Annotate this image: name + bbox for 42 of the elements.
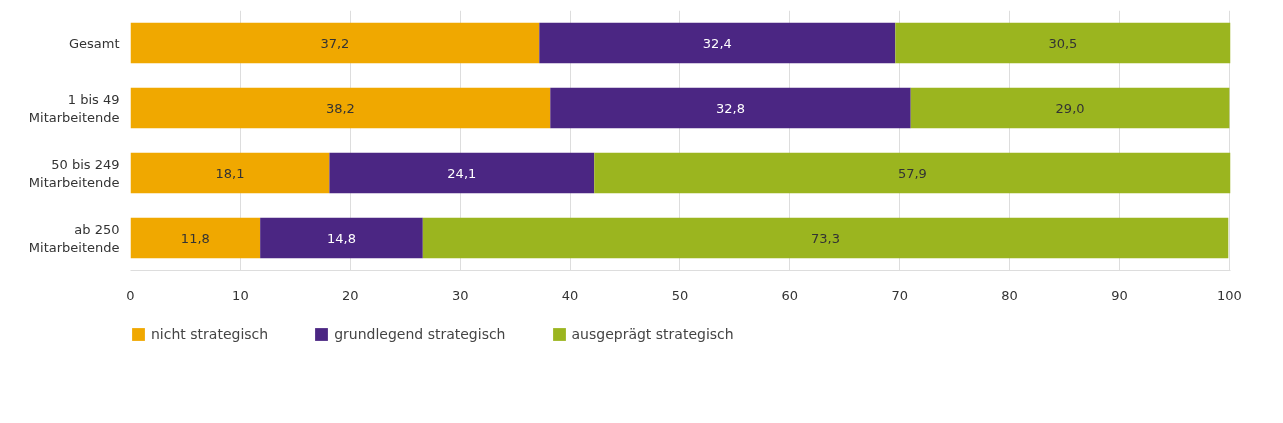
data-label: 14,8 <box>327 230 356 246</box>
x-tick-label: 90 <box>1111 287 1128 303</box>
y-tick-label: 50 bis 249 Mitarbeitende <box>28 156 120 190</box>
legend-label: nicht strategisch <box>151 326 269 342</box>
bar <box>539 22 896 64</box>
bar <box>895 22 1231 64</box>
bar <box>550 87 911 129</box>
bar <box>329 152 595 194</box>
y-tick-label: Gesamt <box>68 35 120 51</box>
data-label: 37,2 <box>320 35 350 51</box>
y-tick-label: ab 250 Mitarbeitende <box>28 221 120 255</box>
x-tick-label: 40 <box>561 287 579 303</box>
bar <box>130 217 261 259</box>
x-tick-label: 50 <box>671 287 689 303</box>
data-label: 38,2 <box>325 100 355 116</box>
x-tick-label: 100 <box>1216 287 1242 303</box>
x-tick-label: 80 <box>1001 287 1018 303</box>
data-label: 18,1 <box>215 165 245 181</box>
data-label: 32,8 <box>716 100 745 116</box>
x-tick-label: 60 <box>781 287 799 303</box>
bar <box>594 152 1231 194</box>
bar <box>130 22 540 64</box>
legend-label: grundlegend strategisch <box>334 326 506 342</box>
data-label: 30,5 <box>1048 35 1078 51</box>
bar <box>910 87 1230 129</box>
x-tick-label: 20 <box>342 287 359 303</box>
x-tick-label: 30 <box>451 287 469 303</box>
bar <box>130 152 330 194</box>
x-tick-label: 0 <box>126 287 135 303</box>
legend-label: ausgeprägt strategisch <box>571 326 734 342</box>
data-label: 11,8 <box>180 230 210 246</box>
x-tick-label: 70 <box>891 287 909 303</box>
bar <box>130 87 551 129</box>
data-label: 73,3 <box>811 230 841 246</box>
x-tick-label: 10 <box>232 287 249 303</box>
bar <box>422 217 1229 259</box>
y-tick-label: 1 bis 49 Mitarbeitende <box>28 91 120 125</box>
data-label: 24,1 <box>447 165 477 181</box>
data-label: 57,9 <box>897 165 927 181</box>
data-label: 32,4 <box>702 35 732 51</box>
bar <box>260 217 423 259</box>
data-label: 29,0 <box>1055 100 1085 116</box>
